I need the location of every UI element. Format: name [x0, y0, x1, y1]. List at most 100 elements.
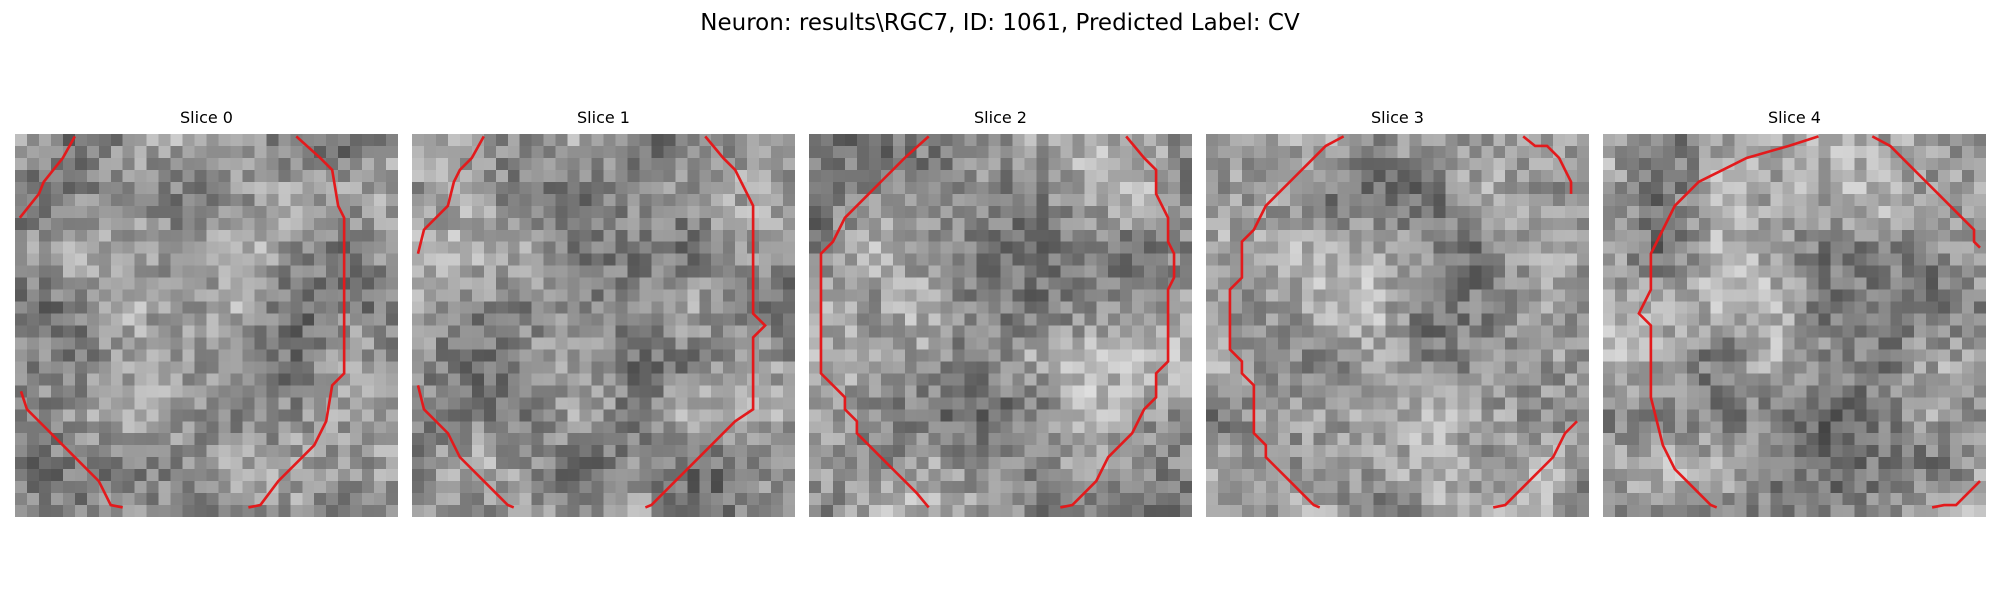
image-pixel — [687, 325, 700, 338]
image-pixel — [868, 145, 882, 159]
image-pixel — [627, 229, 640, 242]
image-pixel — [1108, 397, 1121, 410]
image-pixel — [435, 325, 449, 338]
image-pixel — [412, 265, 425, 278]
image-pixel — [832, 301, 846, 314]
image-pixel — [1818, 229, 1831, 242]
image-pixel — [1397, 469, 1410, 482]
image-pixel — [122, 397, 135, 410]
image-pixel — [459, 313, 473, 326]
image-pixel — [1108, 181, 1121, 195]
image-pixel — [386, 481, 398, 494]
image-pixel — [302, 217, 315, 230]
image-pixel — [218, 445, 231, 458]
image-pixel — [880, 385, 894, 398]
image-pixel — [1421, 325, 1434, 338]
image-pixel — [1842, 373, 1855, 386]
image-pixel — [1012, 289, 1025, 302]
image-pixel — [483, 445, 497, 458]
image-pixel — [663, 469, 676, 482]
image-pixel — [1529, 265, 1542, 278]
image-pixel — [1012, 181, 1025, 195]
image-pixel — [1577, 337, 1589, 350]
image-pixel — [1096, 421, 1109, 434]
image-pixel — [579, 205, 592, 219]
image-pixel — [1108, 433, 1121, 446]
image-pixel — [1072, 409, 1085, 422]
image-pixel — [844, 169, 858, 183]
image-pixel — [1144, 481, 1157, 494]
image-pixel — [122, 361, 135, 374]
image-pixel — [459, 337, 473, 350]
image-pixel — [1650, 157, 1664, 171]
image-pixel — [1361, 241, 1374, 254]
image-pixel — [1553, 421, 1566, 434]
image-pixel — [567, 457, 580, 470]
image-pixel — [1036, 457, 1049, 470]
image-pixel — [1734, 313, 1747, 326]
image-pixel — [519, 409, 532, 422]
image-pixel — [423, 385, 437, 398]
image-pixel — [1842, 301, 1855, 314]
image-pixel — [1878, 205, 1891, 219]
image-pixel — [916, 217, 929, 230]
image-pixel — [1505, 301, 1518, 314]
image-pixel — [1746, 433, 1759, 446]
image-pixel — [1734, 145, 1747, 159]
image-pixel — [1890, 169, 1903, 183]
image-pixel — [627, 409, 640, 422]
image-pixel — [1409, 134, 1422, 147]
image-pixel — [1565, 433, 1578, 446]
image-pixel — [170, 349, 183, 362]
image-pixel — [1722, 169, 1735, 183]
image-pixel — [783, 409, 795, 422]
image-pixel — [1277, 205, 1291, 219]
image-pixel — [880, 397, 894, 410]
image-pixel — [1277, 289, 1291, 302]
image-pixel — [1938, 145, 1951, 159]
image-pixel — [1950, 145, 1963, 159]
image-pixel — [98, 229, 111, 242]
image-pixel — [206, 505, 219, 517]
image-pixel — [122, 385, 135, 398]
image-pixel — [1168, 373, 1181, 386]
image-pixel — [1866, 253, 1879, 266]
image-pixel — [242, 445, 255, 458]
image-pixel — [122, 193, 135, 207]
image-pixel — [230, 469, 243, 482]
image-pixel — [302, 397, 315, 410]
contour-line — [1522, 135, 1573, 194]
image-pixel — [1409, 409, 1422, 422]
image-pixel — [1060, 409, 1073, 422]
image-pixel — [242, 217, 255, 230]
image-pixel — [663, 493, 676, 506]
image-pixel — [651, 193, 664, 207]
image-pixel — [1206, 433, 1219, 446]
image-pixel — [591, 193, 604, 207]
image-pixel — [603, 409, 616, 422]
image-pixel — [663, 433, 676, 446]
image-pixel — [1373, 301, 1386, 314]
image-pixel — [639, 493, 652, 506]
image-pixel — [1361, 217, 1374, 230]
image-pixel — [1277, 313, 1291, 326]
image-pixel — [1830, 193, 1843, 207]
image-pixel — [1373, 325, 1386, 338]
image-pixel — [1012, 469, 1025, 482]
image-pixel — [1638, 169, 1652, 183]
image-pixel — [820, 289, 834, 302]
image-pixel — [1289, 445, 1302, 458]
image-pixel — [1289, 409, 1302, 422]
image-pixel — [1024, 409, 1037, 422]
image-pixel — [1000, 217, 1013, 230]
image-pixel — [1517, 229, 1530, 242]
image-pixel — [242, 349, 255, 362]
image-pixel — [62, 493, 76, 506]
image-pixel — [1662, 445, 1676, 458]
image-pixel — [1457, 445, 1470, 458]
image-pixel — [62, 181, 76, 195]
image-pixel — [1337, 397, 1350, 410]
image-pixel — [543, 457, 556, 470]
image-pixel — [459, 493, 473, 506]
image-pixel — [699, 229, 712, 242]
